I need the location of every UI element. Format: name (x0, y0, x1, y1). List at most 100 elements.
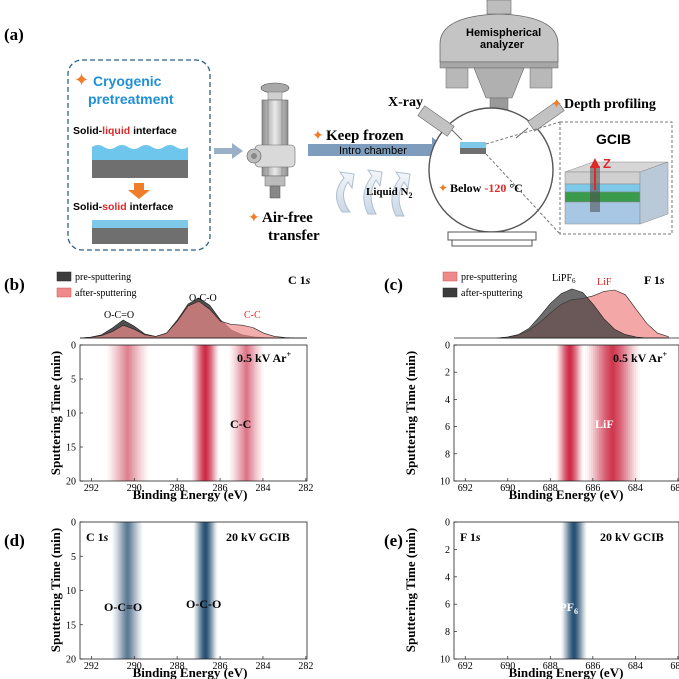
x-tick-label: 684 (628, 483, 643, 494)
y-tick-label: 10 (440, 477, 450, 488)
x-tick-label: 682 (670, 661, 679, 672)
panel-d-xlabel: Binding Energy (eV) (133, 665, 248, 679)
chamber-sample (460, 148, 486, 154)
heatmap-band-0 (120, 345, 135, 481)
xray-label: X-ray (388, 95, 423, 110)
panel-c-condition: 0.5 kV Ar+ (613, 350, 667, 365)
heatmap-band-2 (235, 345, 258, 481)
legend-swatch-after-c (442, 287, 458, 298)
x-tick-label: 288 (170, 483, 185, 494)
legend-swatch-pre (56, 271, 72, 282)
y-tick-label: 0 (445, 518, 450, 529)
y-tick-label: 8 (445, 627, 450, 638)
x-tick-label: 282 (298, 483, 313, 494)
gcib-label: GCIB (596, 131, 631, 147)
heatmap-band-1 (604, 345, 621, 481)
panel-e-map-frame (453, 521, 679, 660)
heatmap-band-1 (202, 345, 209, 481)
panel-b-xlabel: Binding Energy (eV) (133, 487, 248, 502)
solid-liquid-label: Solid-liquid interface (73, 125, 177, 137)
heatmap-band-1 (593, 345, 633, 481)
panel-b-ylabel: Sputtering Time (min) (48, 351, 63, 475)
heatmap-band-2 (245, 345, 248, 481)
panel-e-xticks: 692 690 688 686 684 682 (458, 656, 679, 672)
y-tick-label: 10 (66, 409, 76, 420)
peak-label-oco: O-C-O (189, 293, 217, 304)
panel-b-legend: pre-sputtering after-sputtering (56, 271, 136, 299)
heatmap-band-2 (239, 345, 254, 481)
y-tick-label: 8 (445, 449, 450, 460)
keep-frozen-label: Keep frozen (326, 128, 404, 144)
panel-d-element: C 1s (86, 530, 109, 544)
x-tick-label: 288 (170, 661, 185, 672)
heatmap-band-0 (126, 345, 130, 481)
heatmap-band-1 (197, 522, 214, 659)
heatmap-band-1 (196, 345, 215, 481)
panel-c-heatmap (557, 345, 638, 481)
heatmap-band-0 (568, 345, 571, 481)
heatmap-band-2 (236, 345, 257, 481)
heatmap-band-1 (197, 345, 214, 481)
y-tick-label: 2 (445, 545, 450, 556)
x-tick-label: 692 (458, 483, 473, 494)
x-tick-label: 286 (213, 483, 228, 494)
x-tick-label: 686 (585, 661, 600, 672)
y-tick-label: 4 (445, 395, 450, 406)
heatmap-band-0 (118, 522, 137, 659)
heatmap-band-0 (565, 522, 583, 659)
heatmap-band-1 (199, 522, 212, 659)
heatmap-band-0 (119, 522, 136, 659)
peak-label-ocoo: O-C=O (104, 310, 134, 321)
chamber-base-2 (451, 239, 533, 247)
panel-d-heatmap (114, 522, 217, 659)
right-arrow-icon (214, 143, 243, 159)
x-tick-label: 292 (84, 661, 99, 672)
heatmap-band-0 (126, 522, 129, 659)
panel-e-yticks: 0 2 4 6 8 10 (440, 518, 457, 666)
intro-chamber-label: Intro chamber (339, 145, 407, 157)
y-tick-label: 15 (66, 443, 76, 454)
sparkle-icon-3: ✦ (312, 129, 324, 144)
air-free-label: Air-free (262, 210, 313, 226)
heatmap-band-1 (201, 522, 209, 659)
x-tick-label: 692 (458, 661, 473, 672)
panel-e-ylabel: Sputtering Time (min) (403, 528, 418, 652)
sparkle-icon-2: ✦ (248, 211, 260, 226)
heatmap-band-0 (562, 345, 577, 481)
legend-pre-sputtering: pre-sputtering (75, 272, 131, 283)
heatmap-band-1 (204, 345, 207, 481)
peak-label-cc: C-C (244, 310, 261, 321)
frozen-layer (92, 220, 188, 228)
heatmap-band-0 (117, 345, 138, 481)
heatmap-band-1 (587, 345, 638, 481)
panel-e-heatmap (562, 522, 586, 659)
heatmap-band-0 (120, 522, 135, 659)
panel-c-xticks: 692 690 688 686 684 682 (458, 478, 679, 494)
panel-b-map-label: C-C (230, 417, 251, 431)
heatmap-band-2 (234, 345, 259, 481)
solid-substrate-1 (92, 160, 188, 178)
cryo-title-1: Cryogenic (93, 73, 162, 89)
y-tick-label: 4 (445, 572, 450, 583)
chamber-sample-top (460, 142, 486, 148)
heatmap-band-1 (201, 345, 210, 481)
heatmap-band-0 (563, 522, 585, 659)
panel-e-map-bg (454, 522, 679, 659)
y-tick-label: 20 (66, 477, 76, 488)
heatmap-band-1 (610, 345, 615, 481)
heatmap-band-1 (196, 522, 214, 659)
heatmap-band-0 (570, 522, 578, 659)
hemispherical-analyzer-icon (439, 0, 559, 115)
heatmap-band-0 (569, 522, 579, 659)
panel-b-element: C 1s (288, 273, 311, 287)
heatmap-band-0 (560, 345, 579, 481)
panel-c-label: (c) (384, 275, 403, 294)
x-tick-label: 282 (298, 661, 313, 672)
x-tick-label: 686 (585, 483, 600, 494)
heatmap-band-0 (558, 345, 581, 481)
y-tick-label: 5 (71, 552, 76, 563)
panel-b-spectrum (79, 297, 307, 339)
panel-c-yticks: 0 2 4 6 8 10 (440, 341, 457, 488)
z-arrowhead-icon (590, 158, 600, 168)
